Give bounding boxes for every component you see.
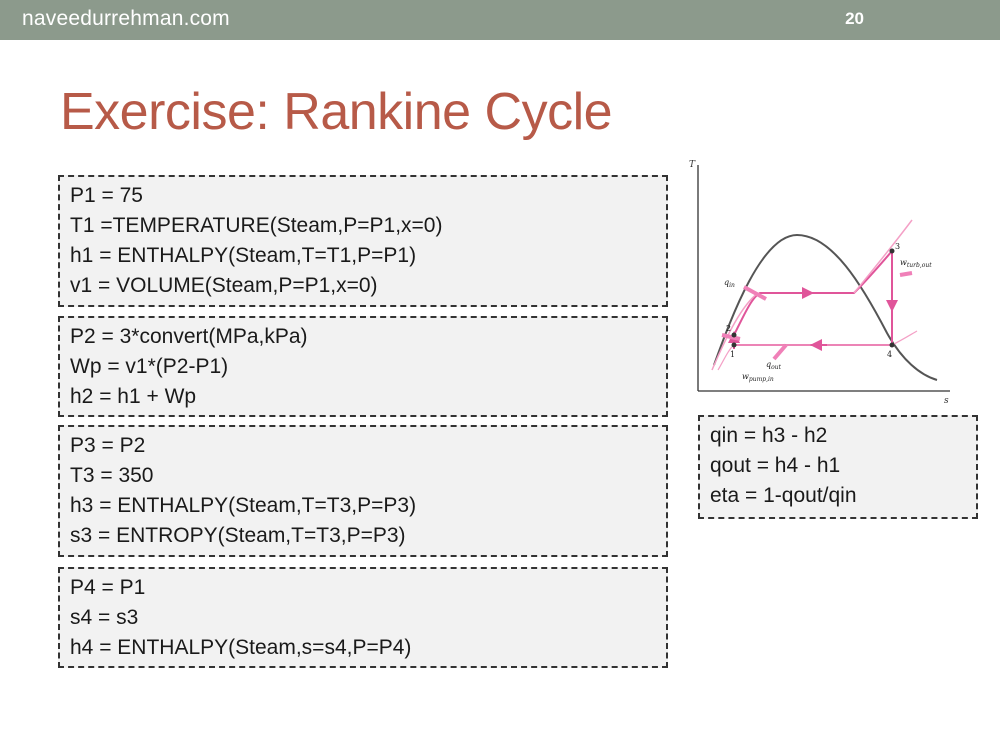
page-number: 20 xyxy=(845,9,864,28)
code-line: T1 =TEMPERATURE(Steam,P=P1,x=0) xyxy=(70,214,443,237)
isobar-high xyxy=(711,292,759,371)
q-in-arrow xyxy=(743,285,767,301)
w-pump-sub: pump,in xyxy=(749,376,774,383)
q-in-label: q xyxy=(724,278,729,287)
isobar-high-ext xyxy=(853,219,913,294)
q-out-sub: out xyxy=(771,364,781,371)
svg-text:wpump,in: wpump,in xyxy=(742,372,774,383)
w-turb-sub: turb,out xyxy=(907,262,932,269)
state-point-2 xyxy=(731,332,737,338)
code-block-state1: P1 = 75 T1 =TEMPERATURE(Steam,P=P1,x=0) … xyxy=(58,175,668,307)
code-block-state3: P3 = P2 T3 = 350 h3 = ENTHALPY(Steam,T=T… xyxy=(58,425,668,557)
state-label-1: 1 xyxy=(730,350,735,359)
state-label-4: 4 xyxy=(887,350,892,359)
code-line: h3 = ENTHALPY(Steam,T=T3,P=P3) xyxy=(70,494,417,517)
state-label-3: 3 xyxy=(895,242,900,251)
code-line: P3 = P2 xyxy=(70,434,146,457)
t-axis-label: T xyxy=(689,160,696,170)
code-block-state2: P2 = 3*convert(MPa,kPa) Wp = v1*(P2-P1) … xyxy=(58,316,668,417)
w-pump-arrow xyxy=(721,333,741,341)
code-line: s3 = ENTROPY(Steam,T=T3,P=P3) xyxy=(70,524,406,547)
q-out-label: q xyxy=(766,360,771,369)
code-line: P2 = 3*convert(MPa,kPa) xyxy=(70,325,308,348)
site-name: naveedurrehman.com xyxy=(22,7,230,30)
code-line: T3 = 350 xyxy=(70,464,154,487)
code-line: eta = 1-qout/qin xyxy=(710,484,857,507)
w-turb-arrow xyxy=(899,271,913,277)
code-line: h2 = h1 + Wp xyxy=(70,385,197,408)
code-line: P1 = 75 xyxy=(70,184,143,207)
code-line: s4 = s3 xyxy=(70,606,139,629)
state-label-2: 2 xyxy=(726,324,731,333)
code-block-state4: P4 = P1 s4 = s3 h4 = ENTHALPY(Steam,s=s4… xyxy=(58,567,668,668)
w-turb-label: w xyxy=(900,258,907,267)
code-line: P4 = P1 xyxy=(70,576,146,599)
ts-diagram: T s 1 2 3 4 qin wturb,out qout wpump,in xyxy=(689,160,950,405)
code-line: h4 = ENTHALPY(Steam,s=s4,P=P4) xyxy=(70,636,412,659)
code-line: qout = h4 - h1 xyxy=(710,454,841,477)
svg-text:qout: qout xyxy=(766,360,782,371)
w-pump-label: w xyxy=(742,372,749,381)
code-line: Wp = v1*(P2-P1) xyxy=(70,355,229,378)
header-bar: naveedurrehman.com 20 xyxy=(0,0,1000,40)
code-line: h1 = ENTHALPY(Steam,T=T1,P=P1) xyxy=(70,244,417,267)
saturation-dome xyxy=(713,233,938,381)
slide-title: Exercise: Rankine Cycle xyxy=(60,83,613,141)
state-point-3 xyxy=(889,248,895,254)
state-point-1 xyxy=(731,342,737,348)
svg-text:wturb,out: wturb,out xyxy=(900,258,932,269)
q-in-sub: in xyxy=(729,282,735,289)
code-line: v1 = VOLUME(Steam,P=P1,x=0) xyxy=(70,274,378,297)
state-point-4 xyxy=(889,342,895,348)
code-line: qin = h3 - h2 xyxy=(710,424,828,447)
code-block-efficiency: qin = h3 - h2 qout = h4 - h1 eta = 1-qou… xyxy=(698,415,978,519)
s-axis-label: s xyxy=(944,396,949,405)
q-out-arrow xyxy=(772,343,788,361)
svg-text:qin: qin xyxy=(724,278,735,289)
